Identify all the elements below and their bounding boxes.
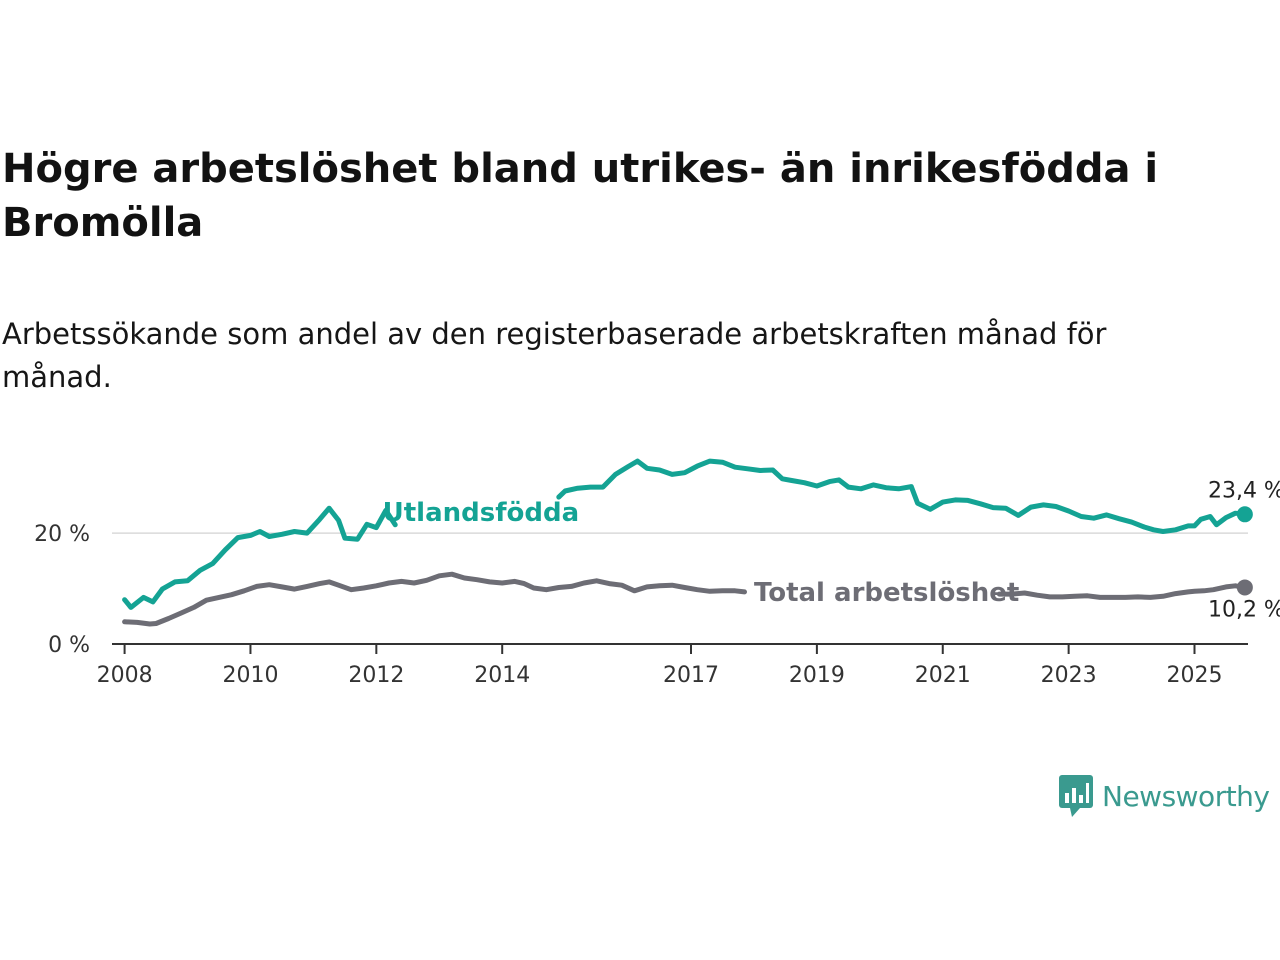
end-label-foreign-born: 23,4 % [1208, 478, 1280, 503]
series-label-foreign-born: Utlandsfödda [383, 498, 580, 528]
x-tick-label: 2021 [915, 663, 971, 688]
series-endpoint-total [1236, 579, 1253, 596]
x-tick-label: 2025 [1167, 663, 1223, 688]
x-tick-label: 2023 [1041, 663, 1097, 688]
series-lines [122, 458, 1253, 627]
x-tick-label: 2017 [663, 663, 719, 688]
newsworthy-logo: Newsworthy [1058, 774, 1270, 818]
x-tick-label: 2008 [97, 663, 153, 688]
x-tick-label: 2010 [222, 663, 278, 688]
chart-labels: 0 % 20 % 2008 2010 2012 2014 2017 2019 2021 2023 2… [34, 478, 1280, 688]
x-tick-label: 2012 [348, 663, 404, 688]
x-tick-label: 2019 [789, 663, 845, 688]
x-tick-label: 2014 [474, 663, 530, 688]
y-tick-label: 20 % [34, 522, 90, 547]
end-label-total: 10,2 % [1208, 597, 1280, 622]
chart-title: Högre arbetslöshet bland utrikes- än inr… [2, 146, 1159, 246]
series-line-foreign-born [122, 458, 1248, 610]
line-chart: 0 % 20 % 2008 2010 2012 2014 2017 2019 2021 2023 2… [34, 458, 1280, 688]
newsworthy-logo-text: Newsworthy [1102, 779, 1270, 813]
series-endpoint-foreign-born [1236, 506, 1253, 523]
y-tick-label: 0 % [48, 633, 90, 658]
series-line-total [122, 571, 1248, 627]
series-label-total: Total arbetslöshet [754, 578, 1019, 608]
chart-subtitle: Arbetssökande som andel av den registerb… [2, 317, 1107, 394]
axes [112, 643, 1248, 654]
newsworthy-logo-icon [1059, 775, 1093, 817]
